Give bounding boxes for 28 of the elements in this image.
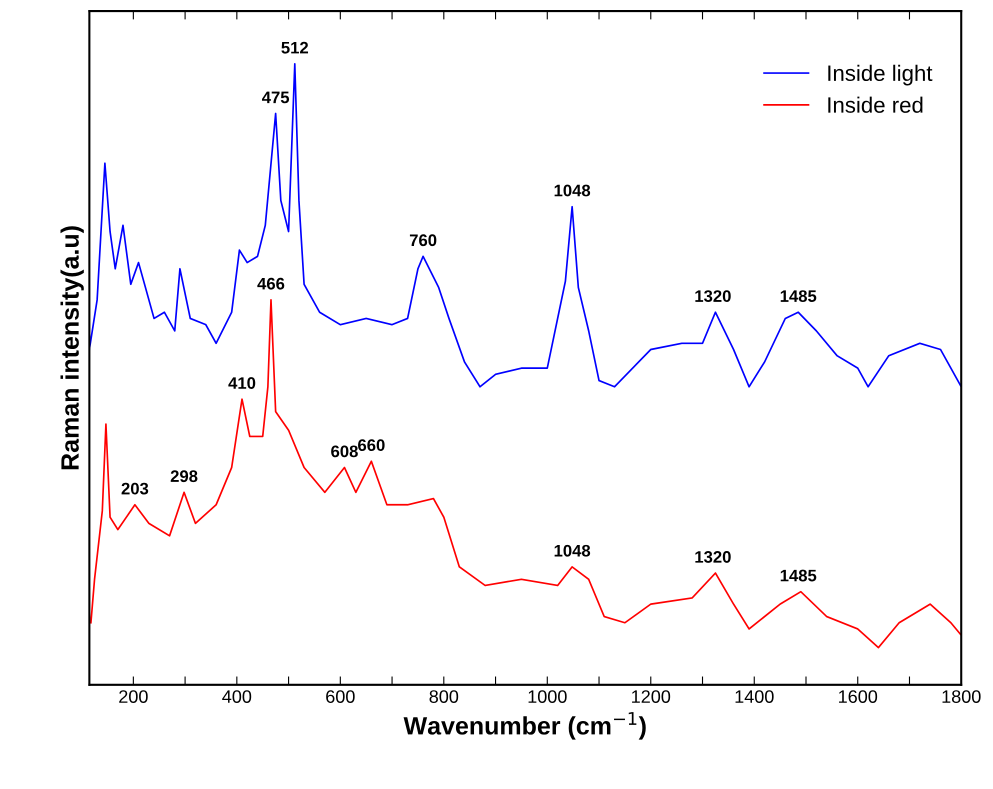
legend-label: Inside light <box>828 64 932 86</box>
annotation: 760 <box>410 234 436 246</box>
annotation: 1320 <box>695 551 731 563</box>
y-axis-title: Raman intensity(a.u) <box>60 226 84 470</box>
annotation: 410 <box>228 377 256 389</box>
annotation: 1485 <box>780 570 816 582</box>
annotation: 1048 <box>554 184 590 196</box>
x-tick-label: 600 <box>326 690 355 703</box>
x-tick-label: 400 <box>222 690 252 703</box>
annotation: 203 <box>122 482 148 495</box>
annotation: 475 <box>262 92 290 104</box>
annotation: 1320 <box>695 290 731 302</box>
x-tick-label: 1600 <box>839 690 878 703</box>
x-axis-title: Wavenumber (cm$^{−1}$) <box>404 712 646 740</box>
annotation: 1485 <box>780 290 816 302</box>
annotation: 512 <box>281 42 308 54</box>
x-tick-label: 1400 <box>736 690 774 703</box>
legend-label: Inside red <box>828 96 922 113</box>
x-tick-label: 1800 <box>942 690 981 703</box>
annotation: 660 <box>358 439 385 452</box>
x-tick-label: 800 <box>430 690 458 703</box>
annotation: 466 <box>257 278 284 290</box>
annotation: 608 <box>331 445 358 458</box>
annotation: 298 <box>170 470 198 482</box>
x-tick-label: 1000 <box>528 690 567 703</box>
x-tick-label: 1200 <box>632 690 670 703</box>
x-tick-label: 200 <box>119 690 148 703</box>
annotation: 1048 <box>554 544 590 557</box>
